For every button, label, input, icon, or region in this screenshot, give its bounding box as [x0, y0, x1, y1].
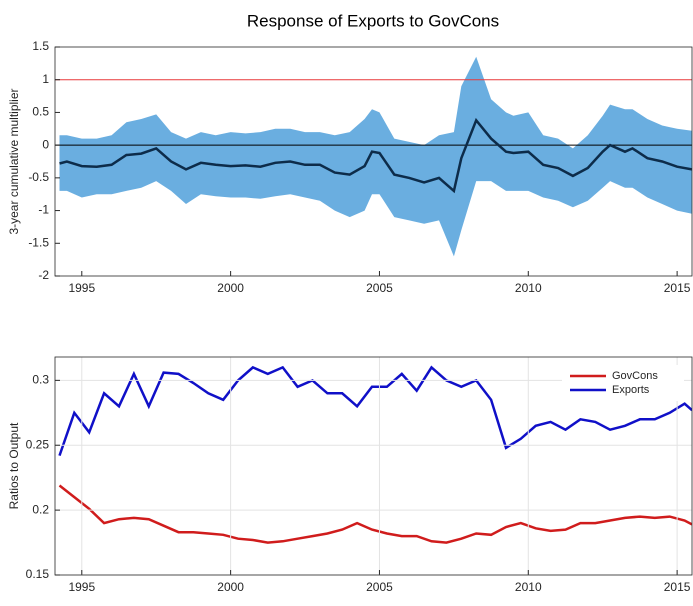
y-tick-label: 0.3 [32, 373, 49, 387]
line [59, 117, 692, 194]
y-tick-label: -1 [38, 203, 49, 217]
y-axis-label: 3-year cumulative multiplier [7, 88, 21, 234]
x-tick-label: 2005 [366, 281, 393, 295]
x-tick-label: 2000 [217, 281, 244, 295]
x-tick-label: 2010 [515, 580, 542, 594]
chart-title: Response of Exports to GovCons [247, 11, 499, 30]
y-tick-label: -1.5 [28, 235, 49, 249]
x-tick-label: 1995 [68, 580, 95, 594]
legend-box [562, 365, 684, 401]
legend-label: Exports [612, 384, 650, 396]
y-tick-label: 1.5 [32, 39, 49, 53]
y-axis-label: Ratios to Output [7, 422, 21, 509]
y-tick-label: 0 [42, 137, 49, 151]
y-tick-label: -2 [38, 268, 49, 282]
axes-frame [54, 46, 693, 277]
x-tick-label: 1995 [68, 281, 95, 295]
y-tick-label: 0.25 [26, 437, 50, 451]
x-tick-label: 2005 [366, 580, 393, 594]
y-tick-label: 1 [42, 72, 49, 86]
x-tick-label: 2010 [515, 281, 542, 295]
y-tick-label: -0.5 [28, 170, 49, 184]
plot-layer [55, 56, 692, 257]
y-tick-label: 0.2 [32, 502, 49, 516]
legend-label: GovCons [612, 370, 658, 382]
x-tick-label: 2015 [664, 580, 691, 594]
confidence-band [59, 56, 692, 257]
y-tick-label: 0.15 [26, 567, 50, 581]
x-tick-label: 2015 [664, 281, 691, 295]
y-tick-label: 0.5 [32, 105, 49, 119]
x-tick-label: 2000 [217, 580, 244, 594]
axes-frame [54, 356, 693, 576]
